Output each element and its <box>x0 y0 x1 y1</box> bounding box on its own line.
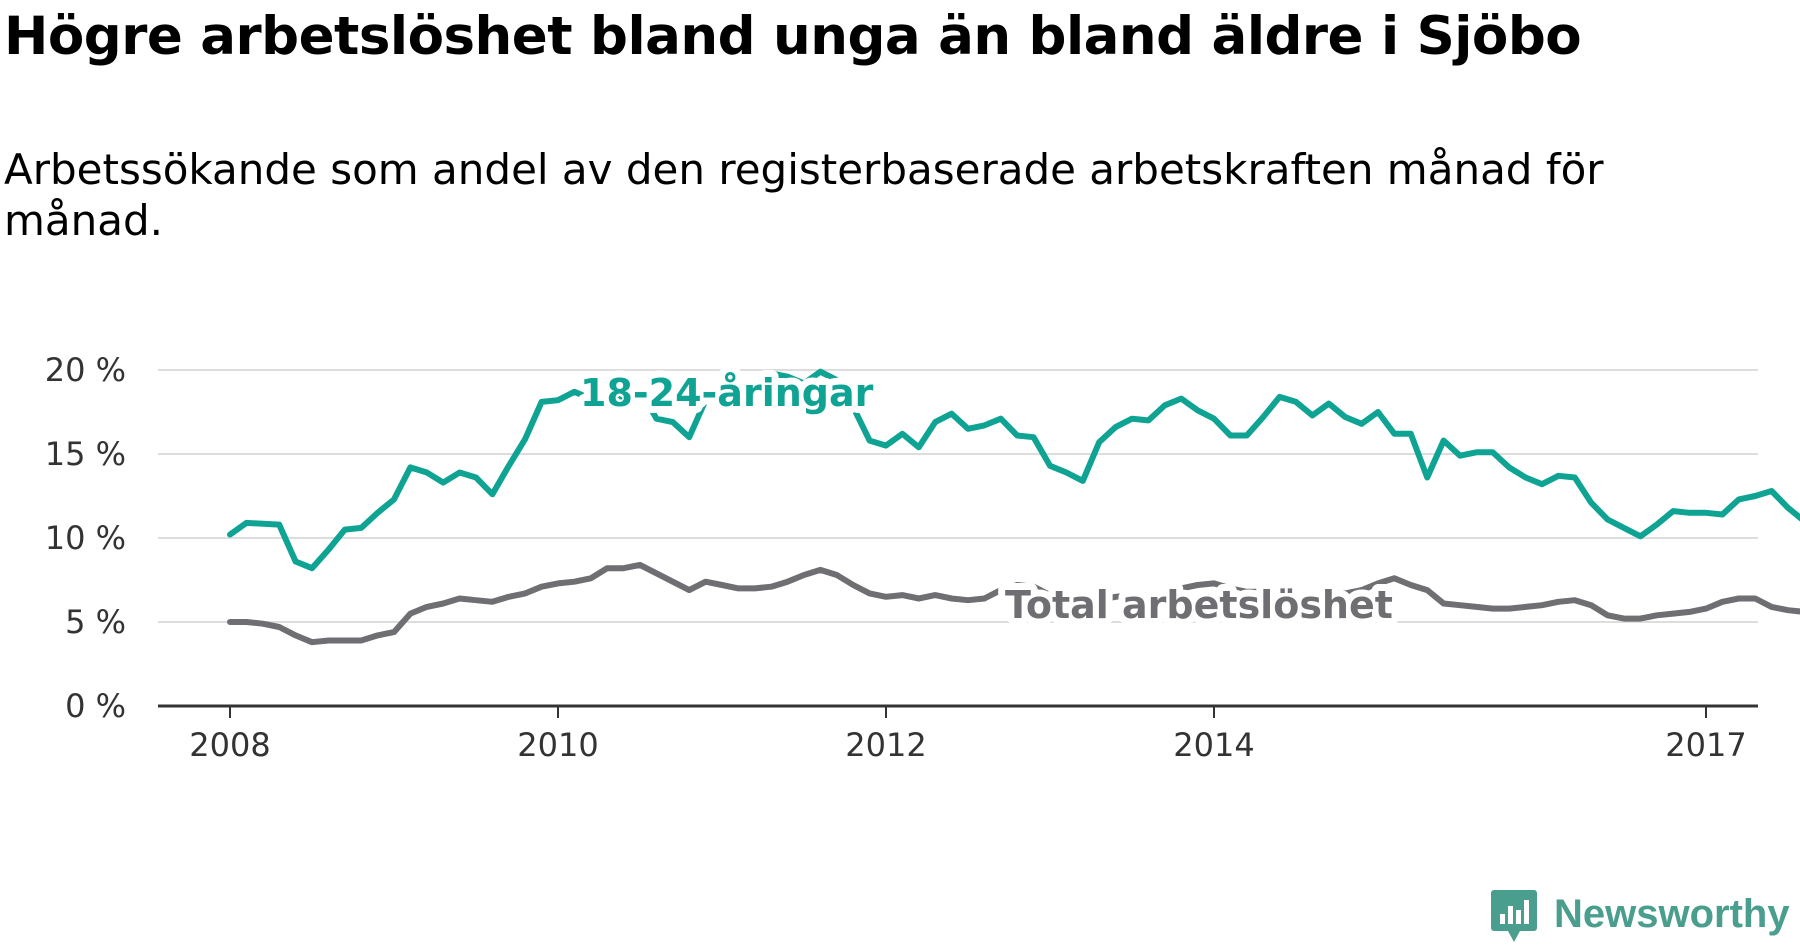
y-tick-label-15: 15 % <box>45 435 126 473</box>
total-series-line <box>227 561 1800 646</box>
y-axis-ticks: 0 % 5 % 10 % 15 % 20 % <box>45 351 126 725</box>
x-tick-label-2008: 2008 <box>189 726 270 764</box>
x-tick-label-2012: 2012 <box>845 726 926 764</box>
youth-series-line <box>227 368 1800 572</box>
youth-series-label-halo: 18-24-åringar <box>580 371 874 415</box>
chart-title: Högre arbetslöshet bland unga än bland ä… <box>4 6 1582 67</box>
newsworthy-logo: Newsworthy <box>1490 888 1796 942</box>
total-series-label-halo: Total arbetslöshet <box>1005 583 1393 627</box>
series-lines <box>227 368 1800 646</box>
x-axis: 200820102012201420172019202120232025 <box>158 704 1758 764</box>
chart-subtitle: Arbetssökande som andel av den registerb… <box>4 145 1604 246</box>
newsworthy-logo-text: Newsworthy <box>1554 892 1790 936</box>
youth-series-label: 18-24-åringar <box>580 371 874 415</box>
newsworthy-chart-icon <box>1491 890 1537 942</box>
y-tick-label-20: 20 % <box>45 351 126 389</box>
x-tick-label-2010: 2010 <box>517 726 598 764</box>
x-tick-label-2017: 2017 <box>1665 726 1746 764</box>
y-tick-label-0: 0 % <box>65 687 126 725</box>
x-tick-label-2014: 2014 <box>1173 726 1254 764</box>
y-tick-label-10: 10 % <box>45 519 126 557</box>
y-tick-label-5: 5 % <box>65 603 126 641</box>
series-labels: 8,8 %5,2 %18-24-åringar18-24-åringarTota… <box>573 364 1400 634</box>
total-series-label: Total arbetslöshet <box>1005 583 1393 627</box>
